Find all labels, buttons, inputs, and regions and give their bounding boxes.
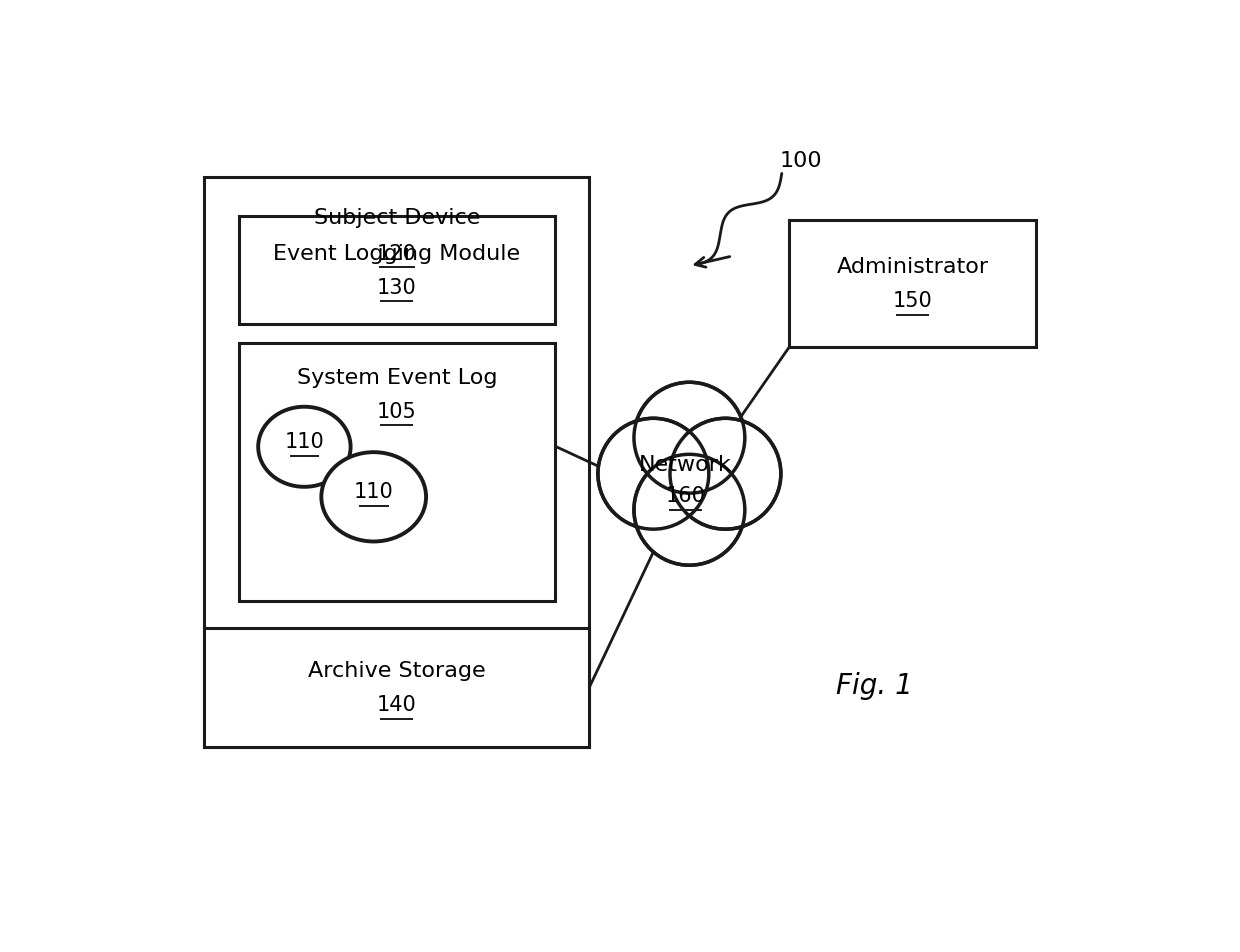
Circle shape bbox=[598, 419, 709, 529]
Text: 105: 105 bbox=[377, 401, 417, 421]
Ellipse shape bbox=[258, 407, 351, 487]
Text: Archive Storage: Archive Storage bbox=[308, 661, 486, 681]
Bar bbox=[205, 628, 589, 747]
Text: Network: Network bbox=[639, 455, 732, 475]
Circle shape bbox=[634, 383, 745, 493]
Bar bbox=[239, 216, 554, 325]
Circle shape bbox=[670, 419, 781, 529]
Text: 110: 110 bbox=[353, 482, 393, 502]
Bar bbox=[205, 178, 589, 747]
Text: System Event Log: System Event Log bbox=[296, 368, 497, 388]
Text: 140: 140 bbox=[377, 695, 417, 715]
Text: 150: 150 bbox=[893, 290, 932, 310]
Text: 120: 120 bbox=[377, 244, 417, 264]
Circle shape bbox=[634, 455, 745, 565]
Text: 160: 160 bbox=[666, 486, 706, 506]
Bar bbox=[239, 344, 554, 601]
Text: 100: 100 bbox=[780, 151, 822, 171]
Ellipse shape bbox=[321, 453, 427, 542]
Circle shape bbox=[650, 434, 729, 514]
Text: Fig. 1: Fig. 1 bbox=[836, 672, 913, 700]
Text: Administrator: Administrator bbox=[837, 257, 988, 277]
Text: 130: 130 bbox=[377, 277, 417, 297]
Bar bbox=[790, 221, 1035, 347]
Text: Event Logging Module: Event Logging Module bbox=[273, 244, 521, 264]
Text: 110: 110 bbox=[284, 432, 325, 452]
Text: Subject Device: Subject Device bbox=[314, 208, 480, 228]
